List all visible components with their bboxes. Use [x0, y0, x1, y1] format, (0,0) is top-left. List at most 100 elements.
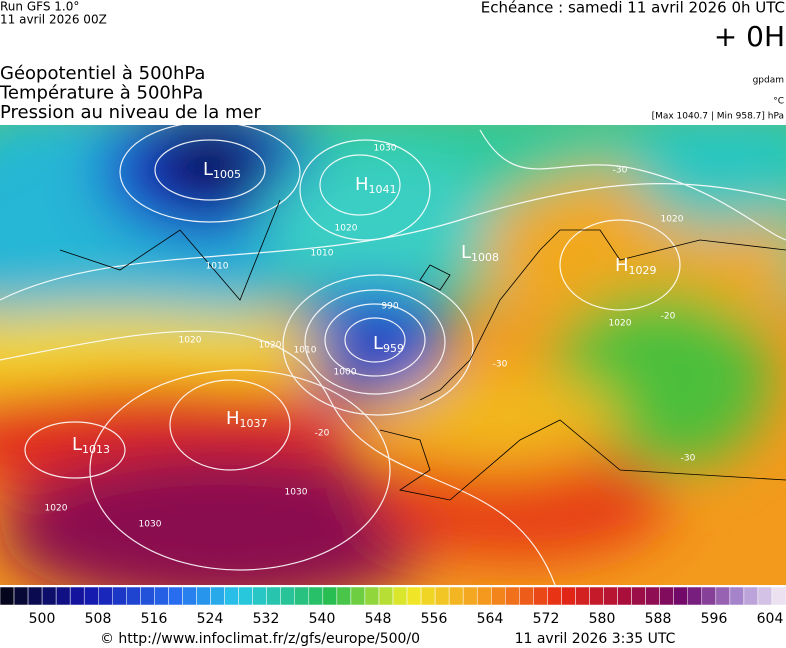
color-swatch — [308, 586, 324, 606]
color-swatch — [182, 586, 197, 606]
color-swatch — [561, 586, 576, 606]
colorbar-tick-label: 524 — [197, 611, 224, 627]
center-value: 1008 — [471, 251, 499, 264]
isoline-label: 1010 — [294, 346, 317, 356]
unit-geo: gpdam — [753, 76, 784, 86]
color-swatch — [41, 586, 57, 606]
center-value: 1041 — [369, 183, 397, 196]
color-swatch — [701, 586, 717, 606]
color-swatch — [420, 586, 436, 606]
color-swatch — [434, 586, 450, 606]
color-swatch — [55, 586, 71, 606]
map-title: Température à 500hPa — [0, 83, 203, 104]
colorbar-tick-label: 516 — [141, 611, 168, 627]
center-value: 1029 — [629, 264, 657, 277]
colorbar-tick-label: 564 — [477, 611, 504, 627]
isoline-label: -30 — [613, 166, 628, 176]
isoline-label: 1020 — [661, 215, 684, 225]
color-swatch — [210, 586, 225, 606]
color-swatch — [69, 586, 85, 606]
isoline-label: 990 — [381, 302, 398, 312]
color-swatch — [673, 586, 689, 606]
isoline-label: -30 — [681, 454, 696, 464]
color-swatch — [336, 586, 352, 606]
center-value: 1013 — [82, 443, 110, 456]
color-swatch — [27, 586, 43, 606]
echeance: Echéance : samedi 11 avril 2026 0h UTC — [481, 0, 785, 17]
color-swatch — [491, 586, 506, 606]
color-swatch — [154, 586, 169, 606]
color-swatch — [112, 586, 127, 606]
color-swatch — [448, 586, 464, 606]
isoline-label: 1020 — [179, 336, 202, 346]
color-swatch — [13, 586, 29, 606]
step: + 0H — [714, 20, 785, 53]
color-swatch — [280, 586, 296, 606]
color-swatch — [140, 586, 155, 606]
colorbar-tick-label: 548 — [365, 611, 392, 627]
color-swatch — [364, 586, 380, 606]
isoline-label: 1010 — [311, 249, 334, 259]
isoline-label: -30 — [493, 360, 508, 370]
isoline-label: 1020 — [609, 319, 632, 329]
map-title: Pression au niveau de la mer — [0, 102, 262, 123]
color-swatch — [168, 586, 183, 606]
isoline-label: 1020 — [259, 341, 282, 351]
color-swatch — [476, 586, 492, 606]
center-value: 1005 — [213, 168, 241, 181]
color-swatch — [406, 586, 422, 606]
color-swatch — [322, 586, 338, 606]
isoline-label: 1000 — [334, 368, 357, 378]
pressure-range: [Max 1040.7 | Min 958.7] hPa — [652, 112, 784, 122]
isoline-label: 1030 — [374, 144, 397, 154]
colorbar-tick-label: 580 — [589, 611, 616, 627]
isoline-label: -20 — [661, 312, 676, 322]
isoline-label: 1020 — [335, 224, 358, 234]
color-swatch — [266, 586, 281, 606]
run-date: 11 avril 2026 00Z — [0, 13, 107, 27]
color-swatch — [350, 586, 366, 606]
color-swatch — [617, 586, 632, 606]
isoline-label: 1030 — [285, 488, 308, 498]
color-swatch — [659, 586, 674, 606]
isoline-label: 1030 — [139, 520, 162, 530]
colorbar-tick-label: 500 — [29, 611, 56, 627]
colorbar-tick-label: 604 — [757, 611, 784, 627]
color-swatch — [378, 586, 394, 606]
color-swatch — [631, 586, 646, 606]
color-swatch — [645, 586, 660, 606]
colorbar-tick-label: 596 — [701, 611, 728, 627]
color-swatch — [462, 586, 478, 606]
color-swatch — [252, 586, 267, 606]
colorbar-tick-label: 588 — [645, 611, 672, 627]
color-swatch — [196, 586, 211, 606]
center-value: 1037 — [240, 417, 268, 430]
color-swatch — [603, 586, 618, 606]
color-swatch — [238, 586, 253, 606]
color-swatch — [294, 586, 310, 606]
isoline-label: 1020 — [45, 504, 68, 514]
map-title: Géopotentiel à 500hPa — [0, 63, 205, 84]
color-swatch — [0, 586, 15, 606]
unit-temp: °C — [773, 97, 784, 107]
map — [0, 125, 786, 585]
colorbar-tick-label: 556 — [421, 611, 448, 627]
color-swatch — [757, 586, 773, 606]
color-swatch — [126, 586, 141, 606]
colorbar-tick-label: 540 — [309, 611, 336, 627]
footer-source: © http://www.infoclimat.fr/z/gfs/europe/… — [100, 631, 420, 647]
center-value: 959 — [383, 342, 404, 355]
colorbar-tick-label: 508 — [85, 611, 112, 627]
color-swatch — [98, 586, 113, 606]
color-swatch — [715, 586, 731, 606]
colorbar-tick-label: 572 — [533, 611, 560, 627]
color-swatch — [519, 586, 534, 606]
color-swatch — [743, 586, 759, 606]
footer-generated: 11 avril 2026 3:35 UTC — [515, 631, 676, 647]
color-swatch — [392, 586, 408, 606]
isoline-label: 1010 — [206, 262, 229, 272]
color-swatch — [547, 586, 562, 606]
color-swatch — [771, 586, 786, 606]
